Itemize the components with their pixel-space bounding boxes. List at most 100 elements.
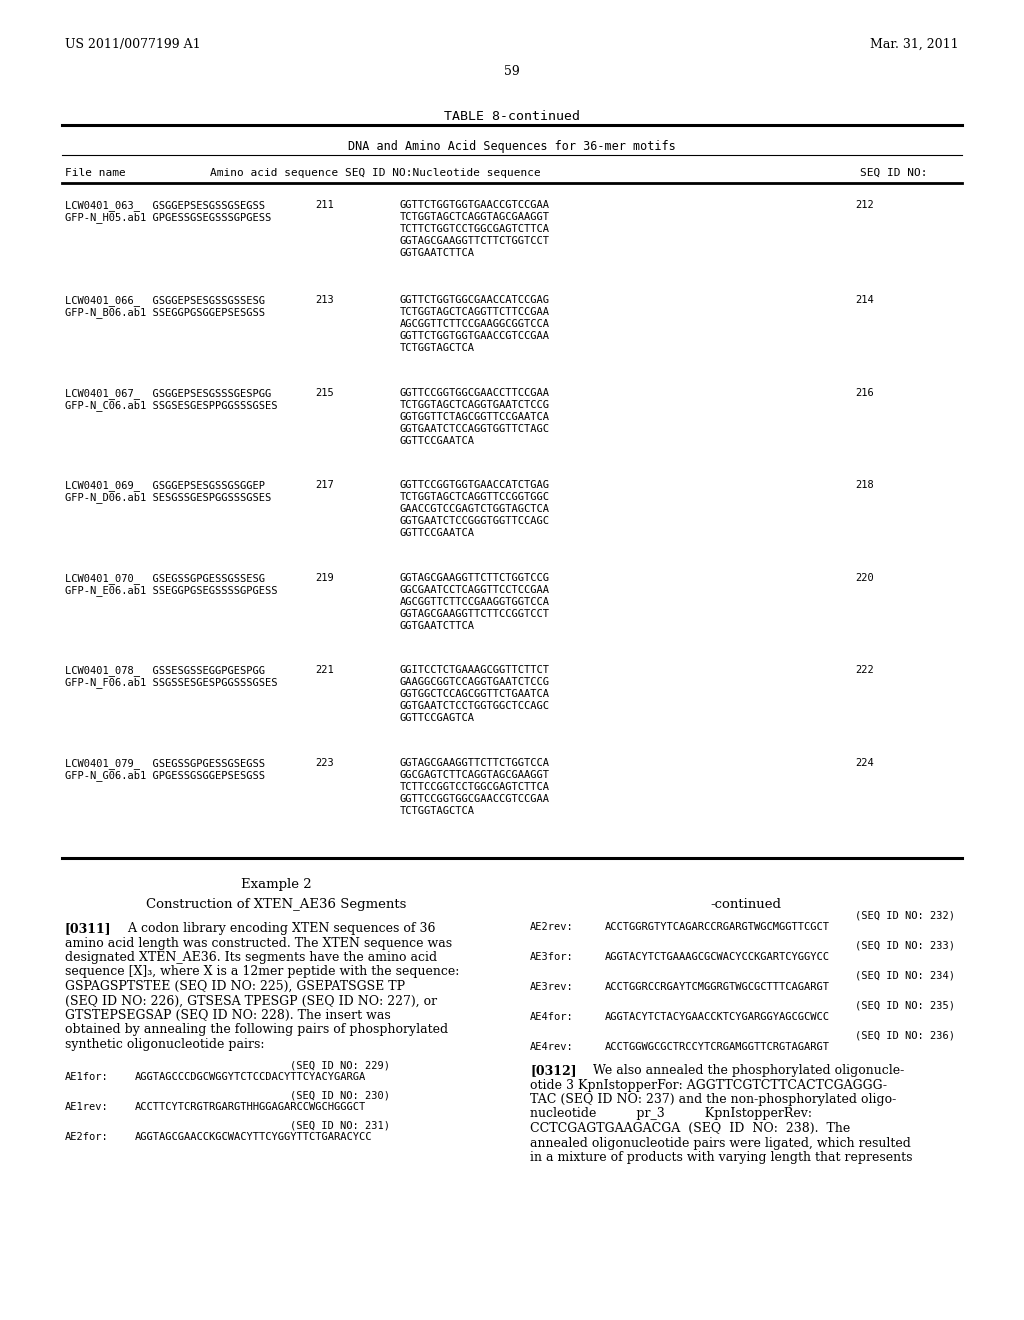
- Text: obtained by annealing the following pairs of phosphorylated: obtained by annealing the following pair…: [65, 1023, 449, 1036]
- Text: 221: 221: [315, 665, 334, 675]
- Text: 219: 219: [315, 573, 334, 583]
- Text: AGGTACYTCTACYGAACCKTCYGARGGYAGCGCWCC: AGGTACYTCTACYGAACCKTCYGARGGYAGCGCWCC: [605, 1012, 830, 1022]
- Text: GFP-N_C06.ab1 SSGSESGESPPGGSSSGSES: GFP-N_C06.ab1 SSGSESGESPPGGSSSGSES: [65, 400, 278, 411]
- Text: TCTGGTAGCTCAGGTTCCGGTGGC: TCTGGTAGCTCAGGTTCCGGTGGC: [400, 492, 550, 502]
- Text: 217: 217: [315, 480, 334, 490]
- Text: AE2rev:: AE2rev:: [530, 921, 573, 932]
- Text: sequence [X]₃, where X is a 12mer peptide with the sequence:: sequence [X]₃, where X is a 12mer peptid…: [65, 965, 460, 978]
- Text: GGTGGTTCTAGCGGTTCCGAATCA: GGTGGTTCTAGCGGTTCCGAATCA: [400, 412, 550, 422]
- Text: TCTGGTAGCTCAGGTAGCGAAGGT: TCTGGTAGCTCAGGTAGCGAAGGT: [400, 213, 550, 222]
- Text: TAC (SEQ ID NO: 237) and the non-phosphorylated oligo-: TAC (SEQ ID NO: 237) and the non-phospho…: [530, 1093, 896, 1106]
- Text: TCTTCTGGTCCTGGCGAGTCTTCA: TCTTCTGGTCCTGGCGAGTCTTCA: [400, 224, 550, 234]
- Text: ACCTGGRCCRGAYTCMGGRGTWGCGCTTTCAGARGT: ACCTGGRCCRGAYTCMGGRGTWGCGCTTTCAGARGT: [605, 982, 830, 993]
- Text: designated XTEN_AE36. Its segments have the amino acid: designated XTEN_AE36. Its segments have …: [65, 950, 437, 964]
- Text: AE3rev:: AE3rev:: [530, 982, 573, 993]
- Text: GGTTCCGGTGGCGAACCGTCCGAA: GGTTCCGGTGGCGAACCGTCCGAA: [400, 795, 550, 804]
- Text: (SEQ ID NO: 236): (SEQ ID NO: 236): [855, 1030, 955, 1040]
- Text: AGCGGTTCTTCCGAAGGCGGTCCA: AGCGGTTCTTCCGAAGGCGGTCCA: [400, 319, 550, 329]
- Text: AGGTAGCGAACCKGCWACYTTCYGGYTTCTGARACYCC: AGGTAGCGAACCKGCWACYTTCYGGYTTCTGARACYCC: [135, 1133, 373, 1143]
- Text: GGTTCTGGTGGCGAACCATCCGAG: GGTTCTGGTGGCGAACCATCCGAG: [400, 294, 550, 305]
- Text: GGTGAATCTTCA: GGTGAATCTTCA: [400, 620, 475, 631]
- Text: SEQ ID NO:: SEQ ID NO:: [860, 168, 928, 178]
- Text: CCTCGAGTGAAGACGA  (SEQ  ID  NO:  238).  The: CCTCGAGTGAAGACGA (SEQ ID NO: 238). The: [530, 1122, 850, 1135]
- Text: LCW0401_063_  GSGGEPSESGSSGSEGSS: LCW0401_063_ GSGGEPSESGSSGSEGSS: [65, 201, 265, 211]
- Text: (SEQ ID NO: 231): (SEQ ID NO: 231): [290, 1121, 390, 1130]
- Text: GFP-N_E06.ab1 SSEGGPGSEGSSSSGPGESS: GFP-N_E06.ab1 SSEGGPGSEGSSSSGPGESS: [65, 585, 278, 595]
- Text: [0311]: [0311]: [65, 921, 112, 935]
- Text: otide 3 KpnIstopperFor: AGGTTCGTCTTCACTCGAGGG-: otide 3 KpnIstopperFor: AGGTTCGTCTTCACTC…: [530, 1078, 887, 1092]
- Text: Construction of XTEN_AE36 Segments: Construction of XTEN_AE36 Segments: [145, 898, 407, 911]
- Text: (SEQ ID NO: 233): (SEQ ID NO: 233): [855, 940, 955, 950]
- Text: ACCTTCYTCRGTRGARGTHHGGAGARCCWGCHGGGCT: ACCTTCYTCRGTRGARGTHHGGAGARCCWGCHGGGCT: [135, 1102, 367, 1113]
- Text: AE4for:: AE4for:: [530, 1012, 573, 1022]
- Text: 218: 218: [855, 480, 873, 490]
- Text: GFP-N_G06.ab1 GPGESSGSGGEPSESGSS: GFP-N_G06.ab1 GPGESSGSGGEPSESGSS: [65, 770, 265, 781]
- Text: annealed oligonucleotide pairs were ligated, which resulted: annealed oligonucleotide pairs were liga…: [530, 1137, 911, 1150]
- Text: GGTTCCGGTGGTGAACCATCTGAG: GGTTCCGGTGGTGAACCATCTGAG: [400, 480, 550, 490]
- Text: GGTGGCTCCAGCGGTTCTGAATCA: GGTGGCTCCAGCGGTTCTGAATCA: [400, 689, 550, 700]
- Text: GGCGAATCCTCAGGTTCCTCCGAA: GGCGAATCCTCAGGTTCCTCCGAA: [400, 585, 550, 595]
- Text: nucleotide          pr_3          KpnIstopperRev:: nucleotide pr_3 KpnIstopperRev:: [530, 1107, 812, 1121]
- Text: 220: 220: [855, 573, 873, 583]
- Text: AE1rev:: AE1rev:: [65, 1102, 109, 1113]
- Text: TCTTCCGGTCCTGGCGAGTCTTCA: TCTTCCGGTCCTGGCGAGTCTTCA: [400, 781, 550, 792]
- Text: GGTTCCGAATCA: GGTTCCGAATCA: [400, 528, 475, 539]
- Text: GGTTCCGAATCA: GGTTCCGAATCA: [400, 436, 475, 446]
- Text: GGTTCTGGTGGTGAACCGTCCGAA: GGTTCTGGTGGTGAACCGTCCGAA: [400, 331, 550, 341]
- Text: LCW0401_078_  GSSESGSSEGGPGESPGG: LCW0401_078_ GSSESGSSEGGPGESPGG: [65, 665, 265, 676]
- Text: (SEQ ID NO: 230): (SEQ ID NO: 230): [290, 1090, 390, 1101]
- Text: Mar. 31, 2011: Mar. 31, 2011: [870, 38, 959, 51]
- Text: GSPAGSPTSTEE (SEQ ID NO: 225), GSEPATSGSE TP: GSPAGSPTSTEE (SEQ ID NO: 225), GSEPATSGS…: [65, 979, 406, 993]
- Text: GGCGAGTCTTCAGGTAGCGAAGGT: GGCGAGTCTTCAGGTAGCGAAGGT: [400, 770, 550, 780]
- Text: 216: 216: [855, 388, 873, 399]
- Text: GFP-N_F06.ab1 SSGSSESGESPGGSSSGSES: GFP-N_F06.ab1 SSGSSESGESPGGSSSGSES: [65, 677, 278, 688]
- Text: LCW0401_079_  GSEGSSGPGESSGSEGSS: LCW0401_079_ GSEGSSGPGESSGSEGSS: [65, 758, 265, 770]
- Text: TCTGGTAGCTCA: TCTGGTAGCTCA: [400, 343, 475, 352]
- Text: AE2for:: AE2for:: [65, 1133, 109, 1143]
- Text: AE3for:: AE3for:: [530, 952, 573, 962]
- Text: LCW0401_067_  GSGGEPSESGSSSGESPGG: LCW0401_067_ GSGGEPSESGSSSGESPGG: [65, 388, 271, 399]
- Text: 59: 59: [504, 65, 520, 78]
- Text: (SEQ ID NO: 229): (SEQ ID NO: 229): [290, 1060, 390, 1071]
- Text: 214: 214: [855, 294, 873, 305]
- Text: GGTGAATCTCCGGGTGGTTCCAGC: GGTGAATCTCCGGGTGGTTCCAGC: [400, 516, 550, 525]
- Text: Example 2: Example 2: [241, 878, 311, 891]
- Text: DNA and Amino Acid Sequences for 36-mer motifs: DNA and Amino Acid Sequences for 36-mer …: [348, 140, 676, 153]
- Text: GGTAGCGAAGGTTCTTCTGGTCCA: GGTAGCGAAGGTTCTTCTGGTCCA: [400, 758, 550, 768]
- Text: synthetic oligonucleotide pairs:: synthetic oligonucleotide pairs:: [65, 1038, 264, 1051]
- Text: -continued: -continued: [711, 898, 781, 911]
- Text: ACCTGGWGCGCTRCCYTCRGAMGGTTCRGTAGARGT: ACCTGGWGCGCTRCCYTCRGAMGGTTCRGTAGARGT: [605, 1041, 830, 1052]
- Text: AE4rev:: AE4rev:: [530, 1041, 573, 1052]
- Text: GGTAGCGAAGGTTCTTCTGGTCCT: GGTAGCGAAGGTTCTTCTGGTCCT: [400, 236, 550, 246]
- Text: GGTGAATCTCCAGGTGGTTCTAGC: GGTGAATCTCCAGGTGGTTCTAGC: [400, 424, 550, 434]
- Text: 222: 222: [855, 665, 873, 675]
- Text: amino acid length was constructed. The XTEN sequence was: amino acid length was constructed. The X…: [65, 936, 453, 949]
- Text: TCTGGTAGCTCA: TCTGGTAGCTCA: [400, 807, 475, 816]
- Text: A codon library encoding XTEN sequences of 36: A codon library encoding XTEN sequences …: [116, 921, 435, 935]
- Text: GFP-N_B06.ab1 SSEGGPGSGGEPSESGSS: GFP-N_B06.ab1 SSEGGPGSGGEPSESGSS: [65, 308, 265, 318]
- Text: (SEQ ID NO: 235): (SEQ ID NO: 235): [855, 1001, 955, 1010]
- Text: [0312]: [0312]: [530, 1064, 577, 1077]
- Text: LCW0401_069_  GSGGEPSESGSSGSGGEP: LCW0401_069_ GSGGEPSESGSSGSGGEP: [65, 480, 265, 491]
- Text: GAACCGTCCGAGTCTGGTAGCTCA: GAACCGTCCGAGTCTGGTAGCTCA: [400, 504, 550, 513]
- Text: GGTGAATCTTCA: GGTGAATCTTCA: [400, 248, 475, 257]
- Text: 212: 212: [855, 201, 873, 210]
- Text: GGTAGCGAAGGTTCTTCCGGTCCT: GGTAGCGAAGGTTCTTCCGGTCCT: [400, 609, 550, 619]
- Text: TCTGGTAGCTCAGGTTCTTCCGAA: TCTGGTAGCTCAGGTTCTTCCGAA: [400, 308, 550, 317]
- Text: GAAGGCGGTCCAGGTGAATCTCCG: GAAGGCGGTCCAGGTGAATCTCCG: [400, 677, 550, 686]
- Text: US 2011/0077199 A1: US 2011/0077199 A1: [65, 38, 201, 51]
- Text: GGTAGCGAAGGTTCTTCTGGTCCG: GGTAGCGAAGGTTCTTCTGGTCCG: [400, 573, 550, 583]
- Text: 211: 211: [315, 201, 334, 210]
- Text: TABLE 8-continued: TABLE 8-continued: [444, 110, 580, 123]
- Text: GFP-N_D06.ab1 SESGSSGESPGGSSSGSES: GFP-N_D06.ab1 SESGSSGESPGGSSSGSES: [65, 492, 271, 503]
- Text: (SEQ ID NO: 226), GTSESA TPESGP (SEQ ID NO: 227), or: (SEQ ID NO: 226), GTSESA TPESGP (SEQ ID …: [65, 994, 437, 1007]
- Text: LCW0401_070_  GSEGSSGPGESSGSSESG: LCW0401_070_ GSEGSSGPGESSGSSESG: [65, 573, 265, 583]
- Text: GGTTCCGGTGGCGAACCTTCCGAA: GGTTCCGGTGGCGAACCTTCCGAA: [400, 388, 550, 399]
- Text: AGCGGTTCTTCCGAAGGTGGTCCA: AGCGGTTCTTCCGAAGGTGGTCCA: [400, 597, 550, 607]
- Text: 213: 213: [315, 294, 334, 305]
- Text: AE1for:: AE1for:: [65, 1072, 109, 1082]
- Text: AGGTAGCCCDGCWGGYTCTCCDACYTTCYACYGARGA: AGGTAGCCCDGCWGGYTCTCCDACYTTCYACYGARGA: [135, 1072, 367, 1082]
- Text: Amino acid sequence SEQ ID NO:Nucleotide sequence: Amino acid sequence SEQ ID NO:Nucleotide…: [210, 168, 541, 178]
- Text: 224: 224: [855, 758, 873, 768]
- Text: 223: 223: [315, 758, 334, 768]
